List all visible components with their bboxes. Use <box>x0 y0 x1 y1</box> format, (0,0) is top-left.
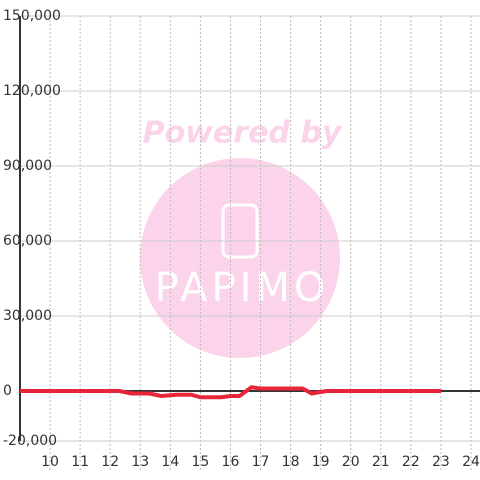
y-tick-label: 60,000 <box>3 233 52 249</box>
watermark <box>140 158 340 358</box>
y-tick-label: 30,000 <box>3 308 52 324</box>
y-tick-label: 150,000 <box>3 8 61 24</box>
x-tick-label: 24 <box>462 454 480 470</box>
x-tick-label: 19 <box>312 454 330 470</box>
y-tick-label: 90,000 <box>3 158 52 174</box>
y-tick-label: 0 <box>3 383 12 399</box>
x-tick-label: 13 <box>131 454 149 470</box>
x-tick-label: 15 <box>191 454 209 470</box>
watermark-title: Powered by <box>143 116 343 151</box>
x-tick-label: 16 <box>222 454 240 470</box>
x-tick-label: 23 <box>432 454 450 470</box>
x-tick-label: 11 <box>71 454 89 470</box>
x-tick-label: 10 <box>41 454 59 470</box>
y-tick-label: -20,000 <box>3 433 57 449</box>
x-tick-label: 20 <box>342 454 360 470</box>
x-tick-label: 14 <box>161 454 179 470</box>
x-tick-label: 21 <box>372 454 390 470</box>
watermark-phone <box>221 203 259 259</box>
watermark-logo: PAPIMO <box>155 265 330 311</box>
y-tick-label: 120,000 <box>3 83 61 99</box>
x-tick-label: 18 <box>282 454 300 470</box>
x-tick-label: 12 <box>101 454 119 470</box>
x-tick-label: 22 <box>402 454 420 470</box>
data-line <box>20 385 441 400</box>
x-tick-label: 17 <box>252 454 270 470</box>
